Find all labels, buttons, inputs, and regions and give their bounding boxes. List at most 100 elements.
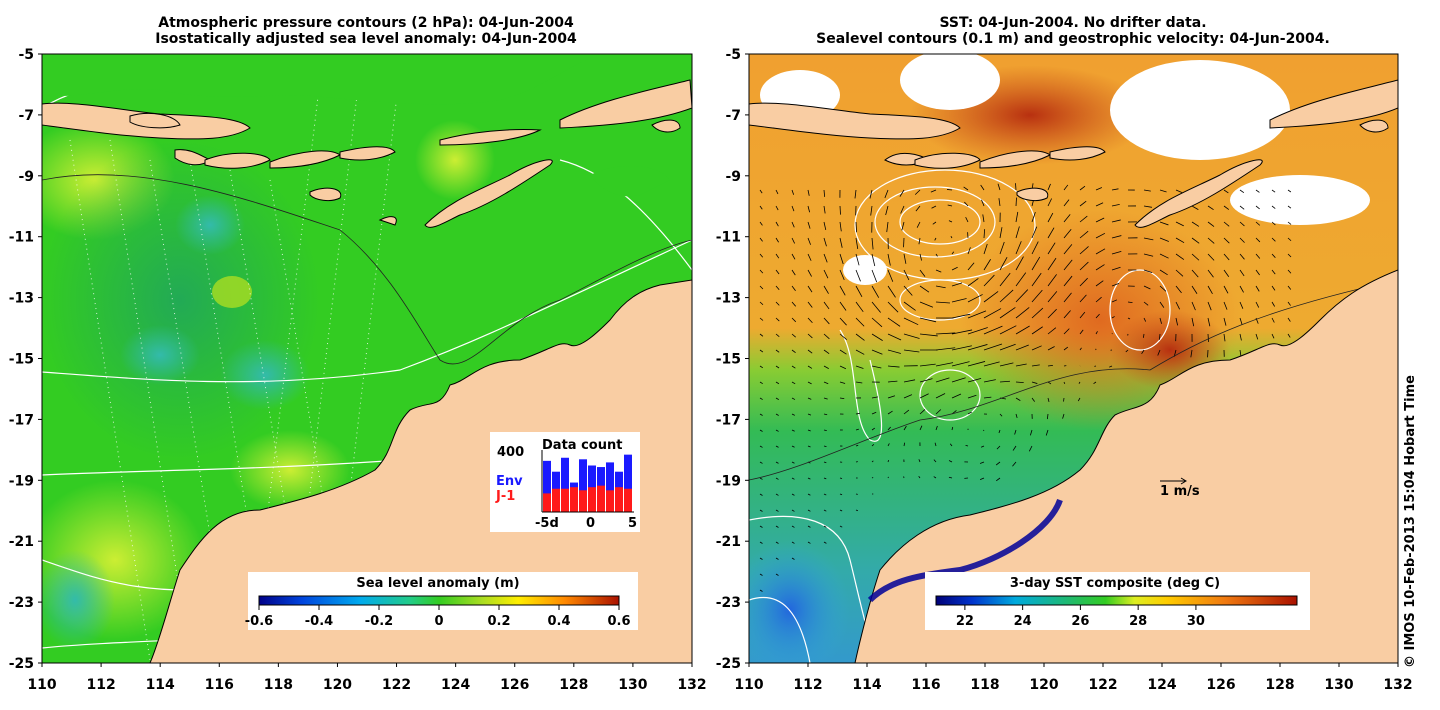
island bbox=[1049, 146, 1106, 161]
x-tick-label: 118 bbox=[264, 677, 293, 693]
j1-bar bbox=[588, 487, 596, 512]
x-tick-label: 122 bbox=[1088, 677, 1117, 693]
cloud-mask bbox=[1230, 175, 1370, 225]
env-bar bbox=[606, 462, 614, 512]
x-tick-label: 116 bbox=[205, 677, 234, 693]
island bbox=[914, 152, 981, 169]
y-tick-label: -5 bbox=[18, 47, 34, 63]
sst-cool-patch bbox=[749, 540, 850, 663]
left-axes: -5 -7 -9 -11 -13 -15 -17 -19 -21 -23 -25 110 112 114 1… bbox=[9, 47, 707, 693]
y-tick-label: -19 bbox=[716, 473, 741, 489]
colorbar-label: 3-day SST composite (deg C) bbox=[1010, 576, 1220, 591]
y-tick-label: -7 bbox=[725, 108, 741, 124]
x-tick-label: 124 bbox=[1147, 677, 1176, 693]
x-tick-label: 118 bbox=[970, 677, 999, 693]
y-tick-label: -11 bbox=[716, 230, 741, 246]
j1-bar bbox=[543, 493, 551, 512]
colorbar-tick: 24 bbox=[1014, 614, 1032, 629]
right-map-title: SST: 04-Jun-2004. No drifter data. Seale… bbox=[748, 15, 1398, 47]
inset-xtick: -5d bbox=[535, 516, 559, 531]
legend-env: Env bbox=[496, 474, 523, 489]
x-tick-label: 116 bbox=[911, 677, 940, 693]
colorbar-tick: -0.4 bbox=[305, 614, 333, 629]
y-tick-label: -11 bbox=[9, 230, 34, 246]
y-tick-label: -15 bbox=[9, 352, 34, 368]
j1-bar bbox=[624, 488, 632, 512]
y-tick-label: -13 bbox=[9, 291, 34, 307]
inset-xtick: 5 bbox=[628, 516, 637, 531]
y-tick-label: -21 bbox=[716, 534, 741, 550]
y-tick-label: -21 bbox=[9, 534, 34, 550]
scale-label: 1 m/s bbox=[1160, 484, 1200, 499]
island bbox=[129, 112, 181, 129]
australia-landmass bbox=[854, 269, 1398, 663]
y-tick-label: -19 bbox=[9, 473, 34, 489]
colorbar-tick: -0.6 bbox=[245, 614, 273, 629]
x-tick-label: 110 bbox=[27, 677, 56, 693]
left-title-line2: Isostatically adjusted sea level anomaly… bbox=[155, 31, 577, 47]
y-tick-label: -25 bbox=[9, 656, 34, 672]
y-tick-label: -25 bbox=[716, 656, 741, 672]
left-title-line1: Atmospheric pressure contours (2 hPa): 0… bbox=[158, 15, 574, 31]
island bbox=[204, 152, 271, 169]
left-anomaly-patch bbox=[230, 430, 350, 510]
island bbox=[651, 119, 681, 133]
colorbar-tick: 0 bbox=[434, 614, 443, 629]
sst-colorbar: 3-day SST composite (deg C) 22 24 26 28 30 bbox=[925, 572, 1310, 630]
left-anomaly-patch bbox=[42, 550, 115, 650]
australia-landmass bbox=[149, 279, 692, 663]
left-anomaly-patch bbox=[175, 195, 245, 255]
j1-bar bbox=[597, 485, 605, 512]
x-tick-label: 114 bbox=[146, 677, 175, 693]
y-tick-label: -13 bbox=[716, 291, 741, 307]
x-tick-label: 120 bbox=[323, 677, 352, 693]
java-island bbox=[749, 102, 961, 140]
y-tick-label: -23 bbox=[9, 595, 34, 611]
x-tick-label: 114 bbox=[852, 677, 881, 693]
velocity-scale: 1 m/s bbox=[1160, 477, 1200, 499]
island bbox=[339, 146, 396, 161]
x-tick-label: 130 bbox=[1324, 677, 1353, 693]
x-tick-label: 112 bbox=[86, 677, 115, 693]
x-tick-label: 130 bbox=[618, 677, 647, 693]
java-sea bbox=[42, 54, 600, 105]
colorbar-gradient bbox=[935, 595, 1298, 606]
colorbar-tick: 22 bbox=[956, 614, 974, 629]
cloud-mask bbox=[1110, 60, 1290, 160]
y-tick-label: -5 bbox=[725, 47, 741, 63]
env-bar bbox=[579, 459, 587, 512]
x-tick-label: 126 bbox=[500, 677, 529, 693]
colorbar-tick: 0.6 bbox=[607, 614, 630, 629]
colorbar-tick: 28 bbox=[1129, 614, 1147, 629]
y-tick-label: -9 bbox=[18, 169, 34, 185]
cloud-mask bbox=[900, 54, 1000, 110]
left-anomaly-patch bbox=[220, 340, 310, 410]
right-title-line1: SST: 04-Jun-2004. No drifter data. bbox=[939, 15, 1207, 31]
y-tick-label: -17 bbox=[716, 412, 741, 428]
y-tick-label: -17 bbox=[9, 412, 34, 428]
y-tick-label: -9 bbox=[725, 169, 741, 185]
left-anomaly-patch bbox=[42, 140, 320, 460]
colorbar-tick: 0.2 bbox=[487, 614, 510, 629]
x-tick-label: 124 bbox=[441, 677, 470, 693]
y-tick-label: -7 bbox=[18, 108, 34, 124]
copyright-text: © IMOS 10-Feb-2013 15:04 Hobart Time bbox=[1403, 375, 1418, 668]
cloud-mask bbox=[843, 255, 887, 285]
right-map bbox=[749, 54, 1398, 663]
data-count-inset: Data count 400 Env J-1 -5d 0 5 bbox=[490, 432, 640, 532]
left-anomaly-patch bbox=[120, 325, 200, 385]
coastal-cold-water bbox=[867, 498, 1063, 603]
colorbar-label: Sea level anomaly (m) bbox=[356, 576, 519, 591]
colorbar-gradient bbox=[258, 595, 620, 606]
env-bar bbox=[543, 460, 551, 512]
bathymetry-contour bbox=[42, 174, 692, 365]
inset-xtick: 0 bbox=[586, 516, 595, 531]
j1-bar bbox=[579, 490, 587, 512]
x-tick-label: 112 bbox=[793, 677, 822, 693]
island bbox=[1269, 79, 1398, 129]
left-map-title: Atmospheric pressure contours (2 hPa): 0… bbox=[40, 15, 692, 47]
colorbar-tick: 0.4 bbox=[547, 614, 570, 629]
x-tick-label: 110 bbox=[734, 677, 763, 693]
colorbar-tick: 30 bbox=[1187, 614, 1205, 629]
